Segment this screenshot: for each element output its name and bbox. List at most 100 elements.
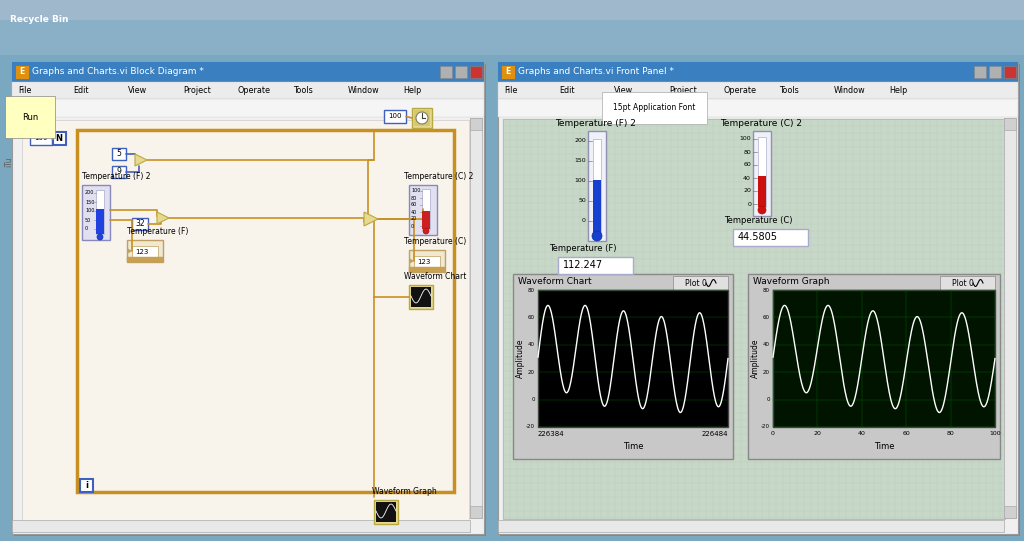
Bar (414, 256, 440, 268)
Text: 80: 80 (743, 149, 751, 155)
Bar (773, 290, 995, 427)
Bar (132, 246, 158, 258)
Text: Amplitude: Amplitude (515, 339, 524, 378)
Text: Tools: Tools (779, 86, 799, 95)
Text: Tools: Tools (293, 86, 312, 95)
Text: Waveform Chart: Waveform Chart (518, 278, 592, 287)
Bar (498, 520, 1004, 532)
Bar (132, 218, 148, 230)
Bar (470, 118, 482, 518)
Bar (758, 137, 766, 207)
Text: Temperature (C) 2: Temperature (C) 2 (720, 119, 802, 128)
Bar (733, 229, 808, 246)
Text: 100: 100 (388, 114, 401, 120)
Text: 100: 100 (739, 136, 751, 142)
Text: 15pt Application Font: 15pt Application Font (613, 103, 695, 113)
Bar (593, 139, 601, 233)
Text: E: E (19, 68, 25, 76)
Bar (12, 82, 484, 99)
Polygon shape (157, 212, 169, 224)
Bar (80, 479, 93, 492)
Polygon shape (409, 258, 414, 264)
Text: Time: Time (623, 442, 643, 451)
Bar (15, 65, 29, 79)
Text: Operate: Operate (238, 86, 271, 95)
Bar (1004, 118, 1016, 130)
Bar (498, 99, 1018, 117)
Polygon shape (364, 212, 378, 226)
Bar (500, 64, 1020, 536)
Text: 60: 60 (763, 315, 770, 320)
Text: Amplitude: Amplitude (751, 339, 760, 378)
Bar (538, 290, 728, 427)
Circle shape (97, 234, 103, 240)
Text: 0: 0 (748, 201, 751, 207)
Text: 60: 60 (902, 431, 910, 436)
Text: Operate: Operate (724, 86, 757, 95)
Text: 150: 150 (85, 200, 94, 204)
Bar (414, 110, 430, 126)
Text: 0: 0 (411, 223, 414, 228)
Bar (1004, 118, 1016, 518)
Bar (127, 257, 163, 262)
Text: Help: Help (403, 86, 421, 95)
Bar (409, 267, 445, 272)
Text: 0: 0 (531, 397, 535, 402)
Text: 123: 123 (417, 259, 430, 265)
Text: Temperature (F): Temperature (F) (549, 244, 616, 253)
Text: i: i (85, 481, 88, 490)
Bar (384, 110, 406, 123)
Text: 200: 200 (85, 190, 94, 195)
Text: Plot 0: Plot 0 (952, 279, 974, 287)
Bar (455, 66, 467, 78)
Text: File: File (504, 86, 517, 95)
Text: 0: 0 (582, 219, 586, 223)
Bar (1004, 66, 1016, 78)
Text: View: View (128, 86, 147, 95)
Bar (940, 276, 995, 290)
Text: 40: 40 (411, 209, 417, 214)
Bar (470, 506, 482, 518)
Text: -20: -20 (761, 425, 770, 430)
Bar (12, 520, 470, 532)
Text: 20: 20 (743, 188, 751, 194)
Bar (513, 274, 733, 459)
Bar (0, 0, 1024, 55)
Circle shape (423, 228, 429, 234)
Text: Waveform Chart: Waveform Chart (404, 272, 466, 281)
Text: 5: 5 (117, 149, 122, 159)
Bar (753, 131, 771, 216)
Bar (748, 274, 1000, 459)
Text: 100: 100 (989, 431, 1000, 436)
Bar (409, 185, 437, 235)
Bar (412, 108, 432, 128)
Text: 20: 20 (763, 370, 770, 375)
Text: Waveform Graph: Waveform Graph (753, 278, 829, 287)
Polygon shape (127, 248, 132, 254)
Text: Time: Time (873, 442, 894, 451)
Bar (503, 119, 1005, 519)
Text: 32: 32 (135, 220, 144, 228)
Text: Window: Window (348, 86, 380, 95)
Text: N: N (55, 134, 62, 143)
Bar (0, 0, 1024, 20)
Bar (96, 190, 104, 234)
Bar (53, 132, 66, 145)
Text: Waveform Graph: Waveform Graph (372, 487, 437, 496)
Bar (30, 132, 52, 145)
Bar (376, 502, 396, 522)
Text: View: View (614, 86, 633, 95)
Text: File: File (18, 86, 32, 95)
Text: E: E (506, 68, 511, 76)
Text: 20: 20 (528, 370, 535, 375)
Text: Window: Window (834, 86, 865, 95)
Bar (96, 209, 104, 234)
Text: Recycle Bin: Recycle Bin (10, 16, 69, 24)
Bar (673, 276, 728, 290)
Text: 0: 0 (767, 397, 770, 402)
Bar (498, 62, 1018, 534)
Text: 0: 0 (85, 227, 88, 232)
Bar (14, 64, 486, 536)
Text: Run: Run (22, 113, 38, 122)
Text: Temperature (F) 2: Temperature (F) 2 (82, 172, 151, 181)
